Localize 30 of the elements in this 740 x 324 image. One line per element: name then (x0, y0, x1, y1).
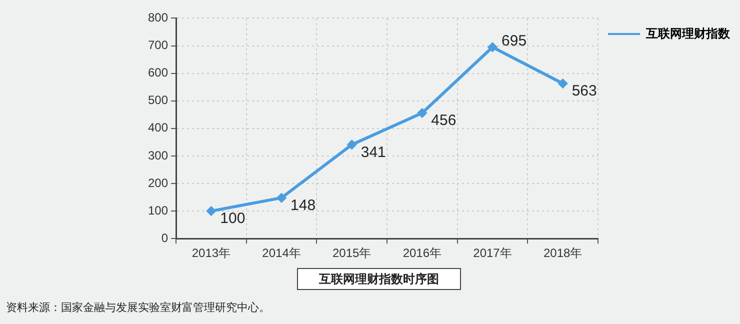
y-tick-label: 400 (148, 120, 168, 135)
point (347, 140, 356, 150)
y-tick-label: 800 (148, 10, 168, 25)
data-label: 563 (572, 82, 597, 100)
y-tick-label: 500 (148, 93, 168, 108)
data-label: 148 (290, 196, 316, 214)
text: 资料来源：国家金融与发展实验室财富管理研究中心。 (6, 300, 270, 315)
x-tick-label: 2013年 (192, 246, 231, 260)
data-label: 100 (220, 210, 246, 228)
y-tick-label: 0 (161, 230, 168, 245)
y-tick-label: 100 (148, 203, 168, 218)
point (418, 108, 427, 118)
point (558, 78, 568, 88)
x-tick-label: 2018年 (543, 246, 582, 260)
y-tick-label: 200 (148, 176, 168, 190)
point (277, 193, 286, 202)
text: 互联网理财指数时序图 (297, 268, 461, 290)
x-tick-label: 2017年 (473, 246, 512, 260)
y-tick-label: 600 (148, 66, 168, 80)
y-tick-label: 300 (148, 148, 168, 162)
legend-label: 互联网理财指数 (645, 26, 731, 40)
data-label: 341 (360, 144, 386, 161)
point (206, 206, 216, 216)
x-tick-label: 2014年 (262, 246, 301, 260)
point (488, 42, 498, 52)
data-label: 695 (502, 32, 527, 50)
x-tick-label: 2015年 (332, 246, 372, 260)
data-label: 456 (431, 112, 456, 130)
y-tick-label: 700 (148, 38, 168, 52)
x-tick-label: 2016年 (402, 246, 442, 260)
